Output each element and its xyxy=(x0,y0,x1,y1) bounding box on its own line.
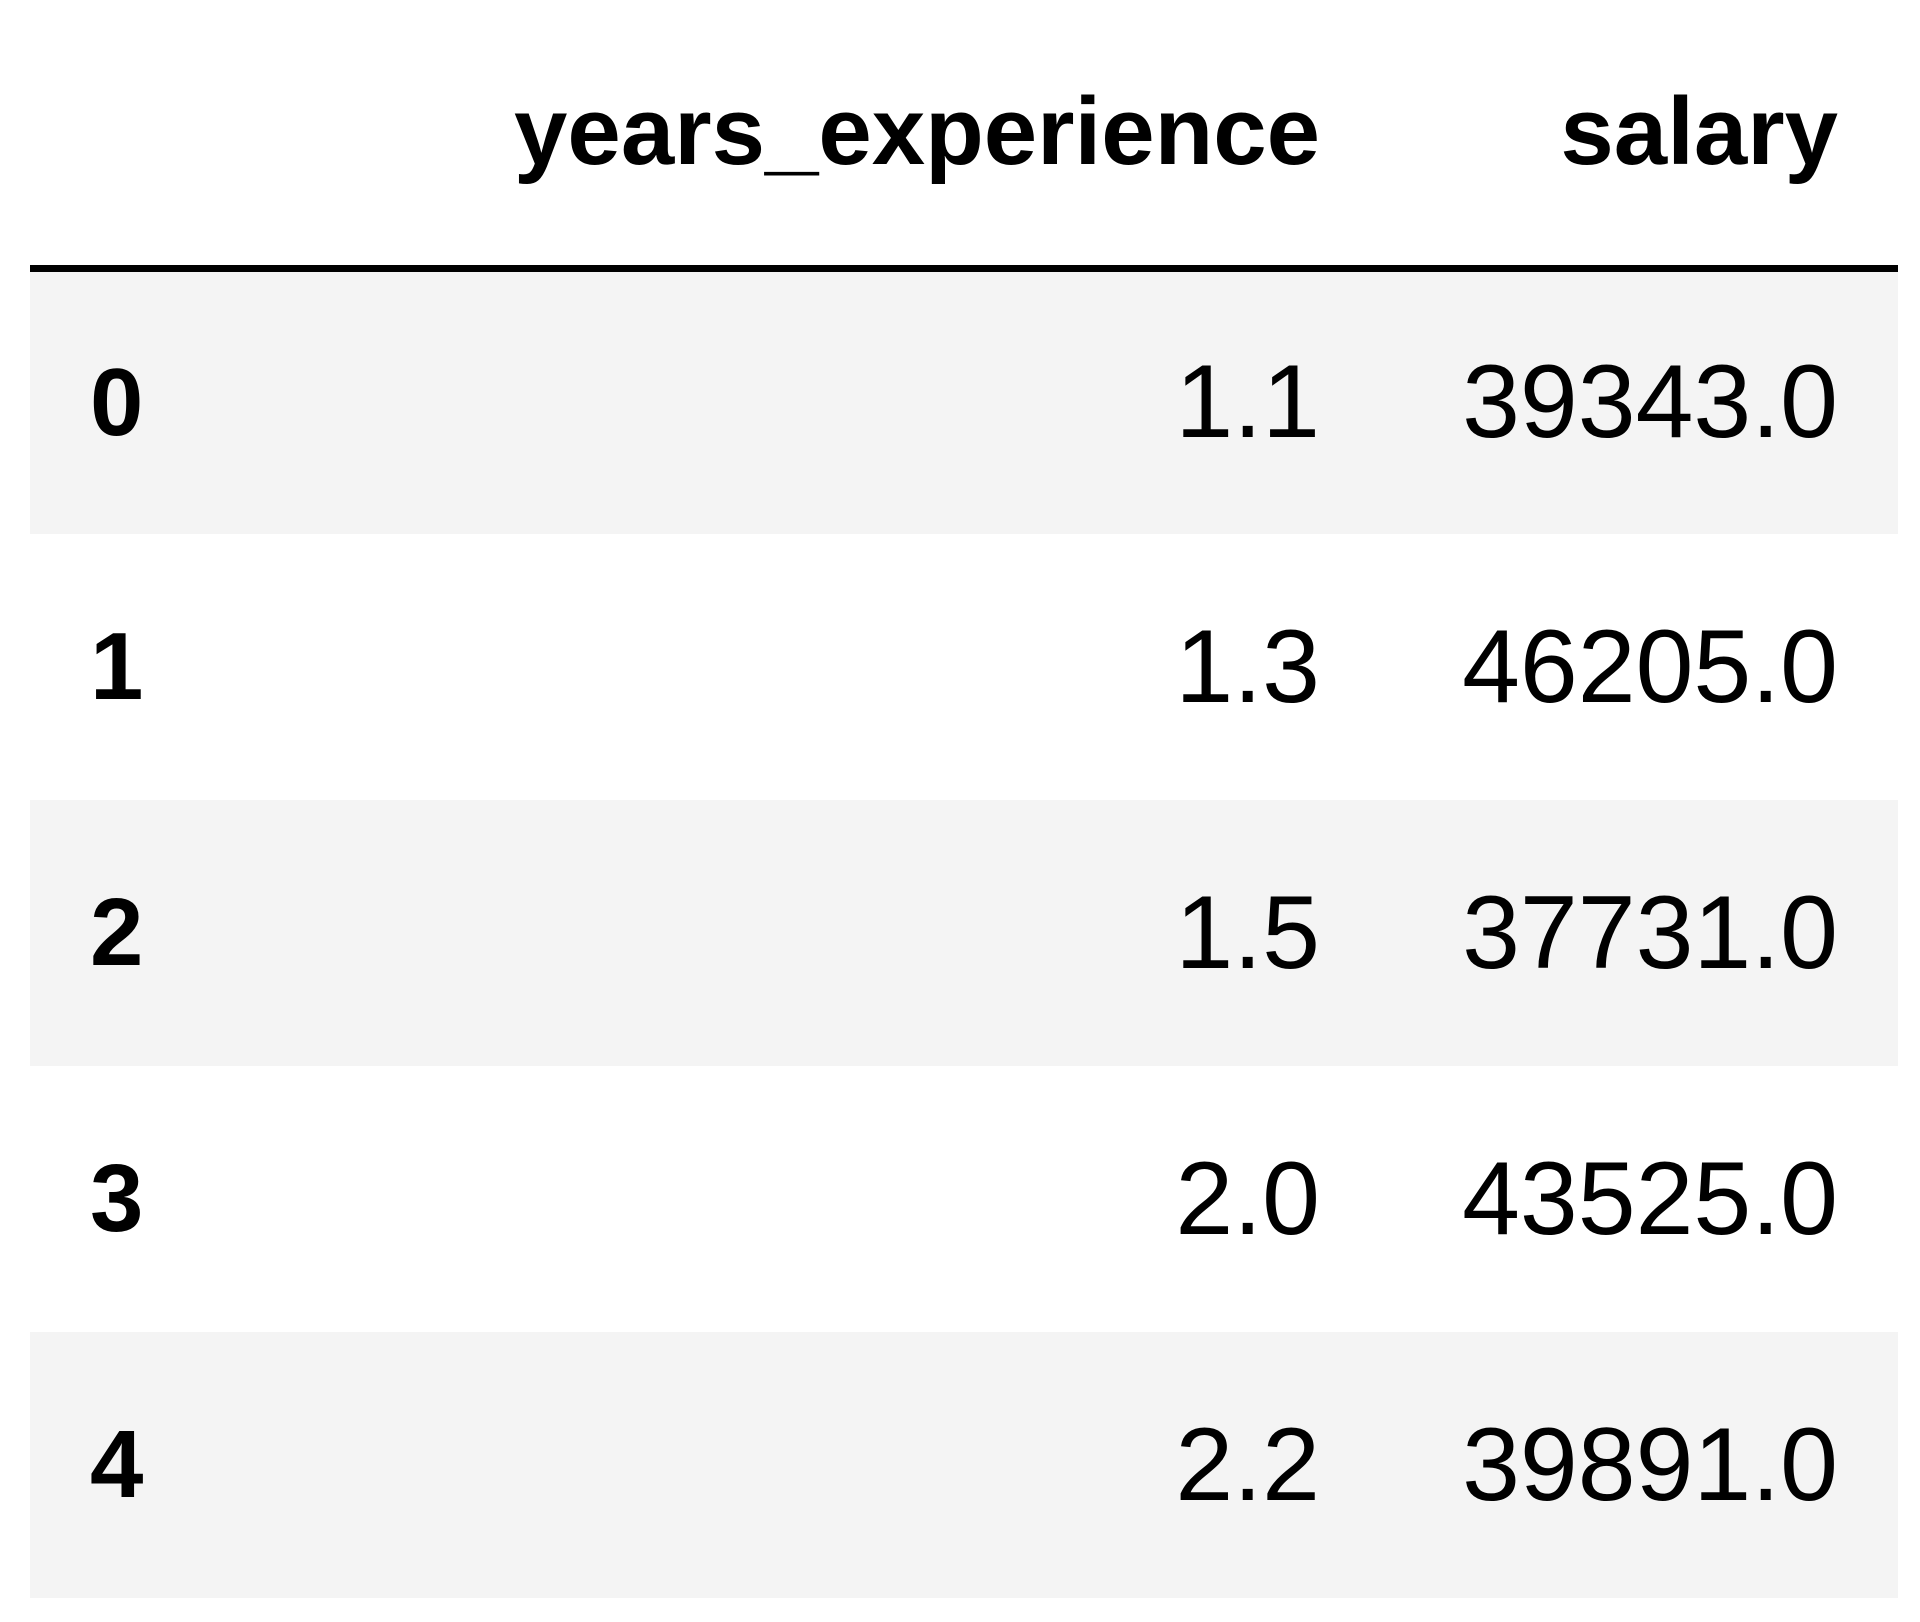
table-row: 0 1.1 39343.0 xyxy=(30,268,1898,534)
salary-cell: 39343.0 xyxy=(1462,344,1838,461)
years-experience-cell: 1.1 xyxy=(1175,344,1320,461)
table-body: 0 1.1 39343.0 1 1.3 46205.0 2 1.5 37731.… xyxy=(30,268,1898,1598)
row-index: 0 xyxy=(90,348,144,456)
years-experience-cell: 2.0 xyxy=(1175,1140,1320,1257)
table-row: 3 2.0 43525.0 xyxy=(30,1066,1898,1332)
index-column-header xyxy=(30,0,240,272)
years-experience-cell: 1.5 xyxy=(1175,874,1320,991)
salary-cell: 46205.0 xyxy=(1462,608,1838,725)
header-row: years_experience salary xyxy=(30,0,1898,272)
dataframe-table: years_experience salary 0 1.1 39343.0 1 … xyxy=(30,0,1898,1598)
row-index: 2 xyxy=(90,879,144,986)
salary-cell: 37731.0 xyxy=(1462,874,1838,991)
years-experience-column-header: years_experience xyxy=(240,0,1320,272)
table-row: 4 2.2 39891.0 xyxy=(30,1332,1898,1598)
row-index: 3 xyxy=(90,1145,144,1252)
salary-cell: 43525.0 xyxy=(1462,1140,1838,1257)
row-index: 4 xyxy=(90,1411,144,1518)
salary-cell: 39891.0 xyxy=(1462,1406,1838,1523)
table-row: 1 1.3 46205.0 xyxy=(30,534,1898,800)
years-experience-cell: 2.2 xyxy=(1175,1406,1320,1523)
years-experience-cell: 1.3 xyxy=(1175,608,1320,725)
table-row: 2 1.5 37731.0 xyxy=(30,800,1898,1066)
table-header: years_experience salary xyxy=(30,0,1898,272)
row-index: 1 xyxy=(90,613,144,720)
salary-column-header: salary xyxy=(1320,0,1898,272)
